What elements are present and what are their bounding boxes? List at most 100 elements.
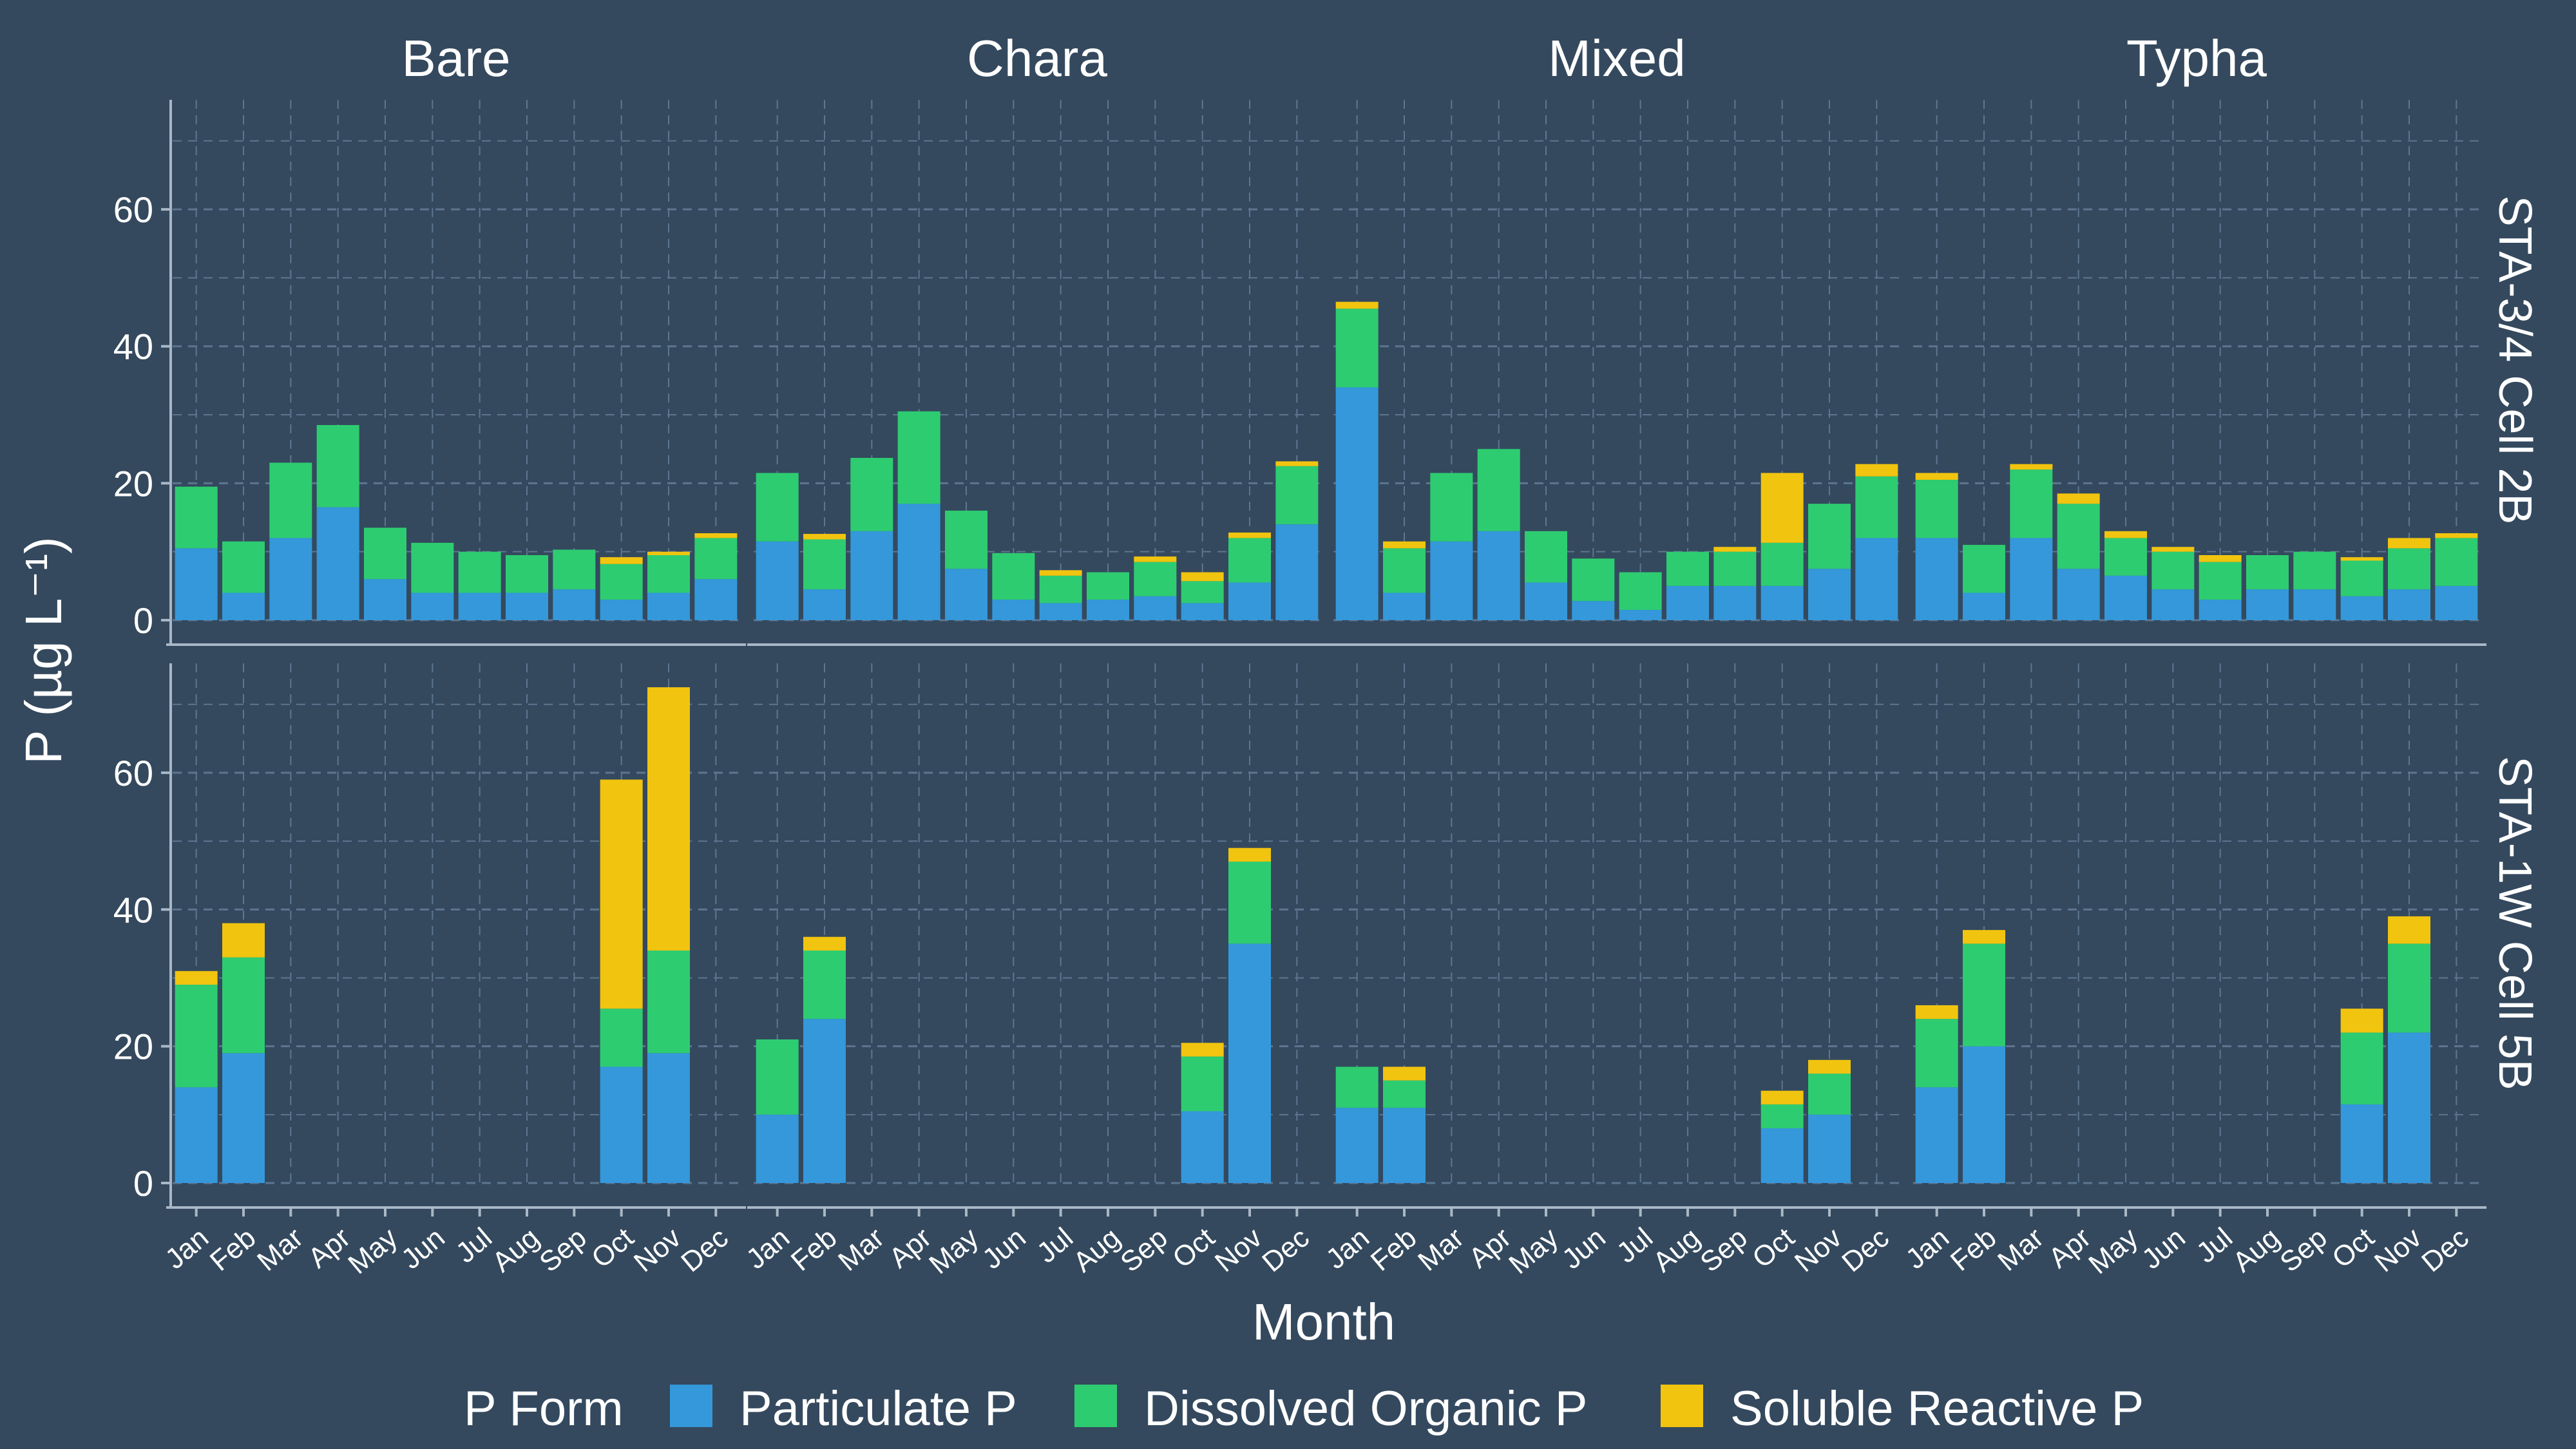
x-tick-label: Mar — [832, 1222, 890, 1277]
bar-particulate-dec — [1275, 524, 1319, 620]
bar-dissolved-organic-jul — [1039, 575, 1082, 603]
bar-dissolved-organic-feb — [222, 957, 265, 1054]
bar-particulate-feb — [1383, 1108, 1426, 1183]
panel-typha-sta-3-4-cell-2b — [1915, 464, 2478, 620]
bar-particulate-jan — [1915, 1087, 1958, 1183]
bar-particulate-nov — [647, 1053, 690, 1183]
facet-label-typha: Typha — [2126, 30, 2267, 87]
legend-swatch-soluble-reactive — [1661, 1385, 1703, 1427]
panel-bare-sta-1w-cell-5b — [175, 687, 690, 1183]
bar-particulate-dec — [694, 579, 738, 620]
bar-soluble-reactive-jan — [1335, 301, 1379, 309]
bar-dissolved-organic-jan — [175, 985, 218, 1088]
bar-soluble-reactive-dec — [1275, 461, 1319, 466]
bar-particulate-feb — [222, 592, 265, 620]
panel-mixed-sta-1w-cell-5b — [1335, 1059, 1851, 1183]
bar-dissolved-organic-apr — [897, 411, 940, 504]
bar-dissolved-organic-feb — [1963, 943, 2005, 1046]
bar-soluble-reactive-nov — [1228, 532, 1271, 538]
bar-particulate-nov — [2388, 589, 2430, 620]
bar-dissolved-organic-oct — [1181, 1056, 1224, 1112]
bar-dissolved-organic-jan — [1915, 480, 1958, 538]
x-tick-label: Apr — [2043, 1222, 2097, 1274]
x-tick-label: May — [2083, 1222, 2144, 1280]
bar-dissolved-organic-dec — [2435, 538, 2478, 586]
x-tick-label: Oct — [1167, 1222, 1221, 1274]
x-tick-label: Jun — [977, 1222, 1032, 1275]
x-tick-label: Jul — [450, 1222, 499, 1269]
bar-particulate-mar — [1430, 541, 1473, 620]
bar-soluble-reactive-feb — [1963, 930, 2005, 944]
bar-particulate-oct — [2340, 1104, 2383, 1183]
bar-dissolved-organic-dec — [1855, 476, 1898, 538]
bar-soluble-reactive-nov — [2388, 916, 2430, 944]
panel-mixed-sta-3-4-cell-2b — [1335, 301, 1898, 620]
bar-dissolved-organic-jan — [1335, 1066, 1379, 1108]
bar-particulate-jan — [175, 548, 218, 620]
bar-particulate-mar — [269, 538, 312, 620]
bar-soluble-reactive-sep — [1713, 547, 1757, 552]
x-tick-label: Jan — [159, 1222, 215, 1275]
bar-particulate-sep — [2293, 589, 2336, 620]
legend-swatch-dissolved-organic — [1074, 1385, 1117, 1427]
bar-particulate-mar — [850, 531, 893, 620]
x-axis-title: Month — [1252, 1293, 1395, 1350]
bar-particulate-jan — [175, 1087, 218, 1183]
x-tick-label: Feb — [785, 1222, 843, 1277]
bar-dissolved-organic-apr — [2057, 504, 2100, 569]
bar-dissolved-organic-jun — [992, 553, 1035, 600]
x-tick-label: Apr — [302, 1222, 356, 1274]
bar-soluble-reactive-feb — [1383, 1066, 1426, 1081]
bar-dissolved-organic-feb — [1963, 545, 2005, 593]
bar-soluble-reactive-feb — [1383, 541, 1426, 549]
x-tick-label: Jan — [740, 1222, 796, 1275]
bar-soluble-reactive-feb — [803, 936, 846, 951]
bar-soluble-reactive-nov — [647, 687, 690, 951]
bar-particulate-apr — [897, 504, 940, 620]
bar-dissolved-organic-feb — [222, 541, 265, 593]
bar-dissolved-organic-oct — [1760, 1104, 1804, 1129]
bar-dissolved-organic-aug — [1087, 572, 1129, 600]
panel-chara-sta-3-4-cell-2b — [756, 411, 1319, 620]
bar-dissolved-organic-apr — [1477, 449, 1520, 531]
bar-particulate-jul — [2199, 600, 2242, 620]
bar-particulate-jun — [2151, 589, 2195, 620]
bar-dissolved-organic-dec — [694, 538, 738, 580]
bar-particulate-jan — [756, 1114, 799, 1183]
facet-label-chara: Chara — [967, 30, 1107, 87]
bar-soluble-reactive-oct — [1181, 1043, 1224, 1057]
x-tick-label: Jun — [396, 1222, 451, 1275]
x-tick-label: Oct — [2326, 1222, 2380, 1274]
bar-particulate-jul — [458, 592, 501, 620]
bar-dissolved-organic-mar — [1430, 473, 1473, 542]
facet-panels: 0 20 40 60 0 20 40 60 Bare Chara Mixed Typha STA-3/4… — [113, 30, 2541, 1280]
x-tick-label: Dec — [1256, 1222, 1315, 1278]
y-tick-label: 20 — [113, 1027, 153, 1067]
bar-particulate-may — [1525, 582, 1567, 620]
panel-bare-sta-3-4-cell-2b — [175, 425, 738, 620]
bar-dissolved-organic-jul — [1619, 572, 1662, 611]
x-tick-label: Jul — [2191, 1222, 2239, 1269]
bar-particulate-mar — [2010, 538, 2053, 620]
x-tick-label: Aug — [2227, 1222, 2285, 1278]
legend-label-soluble-reactive: Soluble Reactive P — [1730, 1381, 2144, 1436]
bar-soluble-reactive-oct — [600, 779, 643, 1009]
bar-particulate-sep — [1713, 585, 1757, 620]
bar-dissolved-organic-feb — [803, 950, 846, 1019]
bar-particulate-aug — [2246, 589, 2289, 620]
legend-swatch-particulate — [670, 1385, 712, 1427]
legend-title: P Form — [464, 1381, 624, 1436]
bar-dissolved-organic-dec — [1275, 466, 1319, 525]
x-tick-label: Apr — [883, 1222, 937, 1274]
bar-dissolved-organic-aug — [506, 555, 548, 593]
bar-dissolved-organic-sep — [1134, 562, 1177, 596]
bar-dissolved-organic-jan — [1335, 308, 1379, 388]
bar-dissolved-organic-apr — [316, 425, 359, 507]
bar-soluble-reactive-jul — [1039, 570, 1082, 576]
bar-dissolved-organic-mar — [269, 462, 312, 538]
bar-dissolved-organic-jul — [2199, 562, 2242, 600]
panel-chara-sta-1w-cell-5b — [756, 848, 1271, 1183]
x-tick-label: Sep — [1114, 1222, 1173, 1278]
bar-soluble-reactive-nov — [1808, 1059, 1851, 1074]
bar-particulate-feb — [803, 589, 846, 620]
